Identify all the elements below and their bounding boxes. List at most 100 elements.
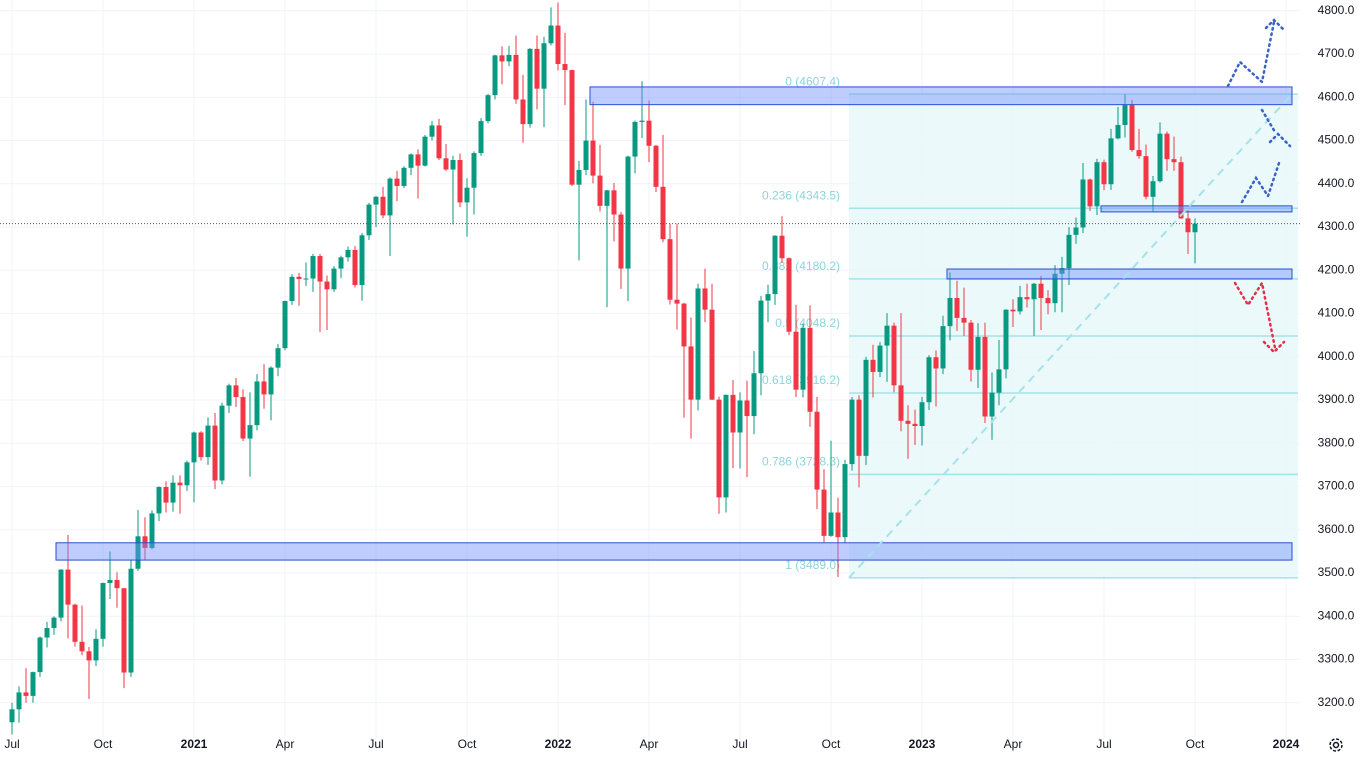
gear-center[interactable] bbox=[1332, 741, 1340, 749]
candle-body bbox=[1178, 162, 1184, 219]
candle-body bbox=[807, 327, 813, 412]
candle-body bbox=[779, 235, 785, 259]
candle-body bbox=[576, 169, 582, 185]
candle-body bbox=[471, 153, 477, 188]
candle-body bbox=[506, 54, 512, 62]
candle-body bbox=[275, 348, 281, 368]
candle-body bbox=[849, 399, 855, 465]
candle-body bbox=[170, 482, 176, 503]
y-tick-label: 3700.0 bbox=[1318, 479, 1355, 493]
candle-body bbox=[16, 692, 22, 710]
candle-body bbox=[1143, 156, 1149, 197]
gear-outline[interactable] bbox=[1329, 738, 1343, 752]
candle-body bbox=[401, 167, 407, 186]
candle-body bbox=[415, 154, 421, 166]
candle-body bbox=[688, 346, 694, 400]
x-tick-label: 2024 bbox=[1273, 737, 1300, 751]
candle-body bbox=[9, 709, 15, 723]
candle-body bbox=[499, 55, 505, 62]
candle-body bbox=[695, 288, 701, 400]
fib-label: 1 (3489.0) bbox=[785, 558, 840, 572]
axes: 3200.0 3300.0 3400.0 3500.0 3600.0 3700.0 3800… bbox=[4, 3, 1354, 751]
candle-body bbox=[79, 641, 85, 652]
candle-body bbox=[821, 489, 827, 536]
candle-body bbox=[905, 420, 911, 424]
candle-body bbox=[926, 357, 932, 403]
y-tick-label: 4800.0 bbox=[1318, 3, 1355, 17]
candle-body bbox=[520, 99, 526, 125]
candle-body bbox=[184, 462, 190, 486]
zone bbox=[946, 268, 1293, 280]
x-tick-label: Apr bbox=[640, 737, 659, 751]
candle-body bbox=[541, 43, 547, 89]
x-tick-label: Jul bbox=[1096, 737, 1111, 751]
candle-body bbox=[569, 70, 575, 185]
candle-body bbox=[891, 325, 897, 386]
settings-icon[interactable] bbox=[1329, 738, 1343, 752]
y-tick-label: 4600.0 bbox=[1318, 89, 1355, 103]
candle-body bbox=[625, 156, 631, 269]
fibonacci: 0 (4607.4) 0.236 (4343.5) 0.382 (4180.2) 0.… bbox=[762, 74, 1298, 579]
candle-body bbox=[198, 432, 204, 458]
candle-body bbox=[1080, 179, 1086, 228]
x-tick-label: 2022 bbox=[545, 737, 572, 751]
candle-body bbox=[191, 432, 197, 463]
y-tick-label: 3800.0 bbox=[1318, 435, 1355, 449]
candle-body bbox=[387, 178, 393, 216]
y-tick-label: 4700.0 bbox=[1318, 46, 1355, 60]
candle-body bbox=[1164, 133, 1170, 160]
candle-body bbox=[443, 158, 449, 170]
candle-body bbox=[555, 25, 561, 65]
candle-body bbox=[562, 64, 568, 71]
candle-body bbox=[457, 160, 463, 203]
x-tick-label: Jul bbox=[368, 737, 383, 751]
projection-down bbox=[1233, 279, 1277, 350]
candle-body bbox=[527, 48, 533, 125]
candle-body bbox=[667, 239, 673, 300]
candle-body bbox=[1108, 138, 1114, 185]
candle-body bbox=[639, 120, 645, 122]
candle-body bbox=[44, 627, 50, 638]
candle-body bbox=[1017, 297, 1023, 312]
arrow-head bbox=[1264, 18, 1286, 32]
candle-body bbox=[1192, 223, 1198, 233]
candle-body bbox=[65, 569, 71, 605]
candle-body bbox=[870, 359, 876, 372]
candle-body bbox=[1136, 150, 1142, 157]
candle-body bbox=[744, 400, 750, 417]
candle-body bbox=[1045, 297, 1051, 304]
zone bbox=[55, 542, 1293, 561]
y-tick-label: 4100.0 bbox=[1318, 306, 1355, 320]
projections bbox=[1226, 18, 1292, 354]
candle-body bbox=[163, 486, 169, 503]
fib-label: 0 (4607.4) bbox=[785, 74, 840, 88]
candle-body bbox=[310, 256, 316, 279]
x-tick-label: Oct bbox=[458, 737, 477, 751]
overlays bbox=[0, 93, 1300, 579]
x-tick-label: Jul bbox=[732, 737, 747, 751]
candle-body bbox=[331, 268, 337, 290]
candle-body bbox=[863, 359, 869, 456]
y-tick-label: 4500.0 bbox=[1318, 133, 1355, 147]
candle-body bbox=[1038, 283, 1044, 298]
candle-body bbox=[597, 175, 603, 206]
candle-body bbox=[149, 513, 155, 548]
candle-body bbox=[121, 588, 127, 673]
candle-body bbox=[737, 400, 743, 433]
zone bbox=[589, 86, 1293, 106]
candle-body bbox=[135, 536, 141, 569]
candle-body bbox=[1150, 181, 1156, 197]
candle-body bbox=[345, 249, 351, 258]
candle-body bbox=[303, 278, 309, 280]
candle-body bbox=[1122, 105, 1128, 125]
x-tick-label: Oct bbox=[94, 737, 113, 751]
candle-body bbox=[716, 399, 722, 498]
candle-body bbox=[786, 258, 792, 332]
candle-body bbox=[730, 394, 736, 433]
candle-body bbox=[37, 637, 43, 673]
projection-up-mid bbox=[1260, 108, 1277, 134]
x-tick-label: Jul bbox=[4, 737, 19, 751]
candle-body bbox=[1185, 218, 1191, 233]
projection-up-high bbox=[1226, 20, 1276, 88]
